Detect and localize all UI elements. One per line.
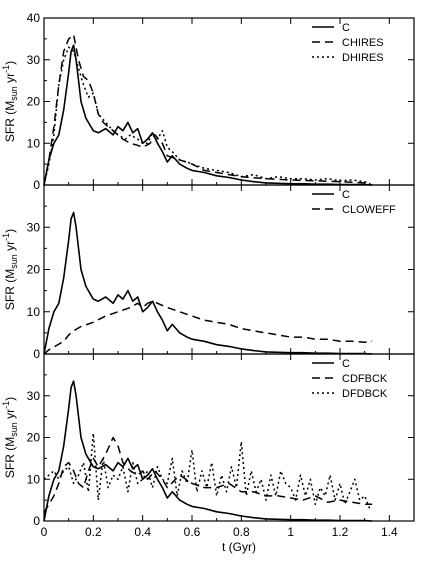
y-axis-label-part: yr	[3, 409, 17, 422]
legend-label-chires: CHIRES	[342, 37, 384, 49]
y-axis-label-part: -1	[1, 401, 11, 409]
legend-label-c: C	[342, 358, 350, 370]
x-tick-label: 0.6	[184, 525, 201, 539]
legend-label-dhires: DHIRES	[342, 52, 384, 64]
y-axis-label-part: sun	[9, 422, 19, 437]
y-axis-label-part: SFR (M	[3, 437, 17, 478]
y-axis-label-part: )	[3, 397, 17, 401]
x-tick-label: 0.8	[233, 525, 250, 539]
y-axis-label-part: yr	[3, 241, 17, 254]
y-axis-label-part: )	[3, 229, 17, 233]
y-tick-label: 10	[27, 305, 41, 319]
x-tick-label: 1.4	[381, 525, 398, 539]
legend-label-dfdbck: DFDBCK	[342, 388, 388, 400]
series-line-chires	[43, 33, 373, 186]
y-axis-label-part: yr	[3, 73, 17, 86]
series-line-c	[43, 380, 373, 522]
panel-middle: 0 10 20 30 SFR (Msun yr-1) C CLOWEFF	[1, 184, 415, 361]
series-line-c	[43, 44, 373, 186]
series-line-cloweff	[43, 300, 373, 355]
y-axis-label-part: -1	[1, 233, 11, 241]
y-axis-label: SFR (Msun yr-1)	[1, 229, 19, 310]
legend-label-c: C	[342, 22, 350, 34]
y-tick-label: 20	[27, 263, 41, 277]
y-tick-label: 30	[27, 220, 41, 234]
series-line-dhires	[43, 46, 373, 186]
series-line-c	[43, 211, 373, 355]
y-tick-label: 20	[27, 431, 41, 445]
y-axis-label: SFR (Msun yr-1)	[1, 397, 19, 478]
panel-bottom: 0 10 20 30 0 0.2 0.4 0.6 0.8 1 1.2 1.4 t (Gyr) SFR (M…	[1, 353, 415, 554]
x-axis-label: t (Gyr)	[222, 540, 256, 554]
series-line-cdfbck	[43, 436, 373, 513]
x-tick-label: 1.2	[332, 525, 349, 539]
y-tick-label: 10	[27, 472, 41, 486]
y-tick-label: 40	[27, 11, 41, 25]
x-tick-label: 0.2	[85, 525, 102, 539]
legend-label-cdfbck: CDFBCK	[342, 373, 388, 385]
y-axis-label-part: )	[3, 61, 17, 65]
series-line-dfdbck	[43, 432, 371, 509]
y-axis-label-part: sun	[9, 86, 19, 101]
y-tick-label: 30	[27, 53, 41, 67]
y-axis-label-part: SFR (M	[3, 269, 17, 310]
legend-label-c: C	[342, 189, 350, 201]
y-tick-label: 0	[33, 178, 40, 192]
y-axis-label-part: -1	[1, 65, 11, 73]
y-tick-label: 0	[33, 347, 40, 361]
y-tick-label: 20	[27, 95, 41, 109]
x-tick-label: 0.4	[134, 525, 151, 539]
legend-label-cloweff: CLOWEFF	[342, 204, 396, 216]
y-axis-label-part: sun	[9, 254, 19, 269]
y-tick-label: 30	[27, 389, 41, 403]
x-tick-label: 1	[287, 525, 294, 539]
y-tick-label: 0	[33, 514, 40, 528]
y-axis-label-part: SFR (M	[3, 101, 17, 142]
y-axis-label: SFR (Msun yr-1)	[1, 61, 19, 142]
panel-top: 0 10 20 30 40 SFR (Msun yr-1) C CHIRES DHIRES	[1, 11, 415, 192]
y-tick-label: 10	[27, 136, 41, 150]
x-tick-label: 0	[41, 525, 48, 539]
